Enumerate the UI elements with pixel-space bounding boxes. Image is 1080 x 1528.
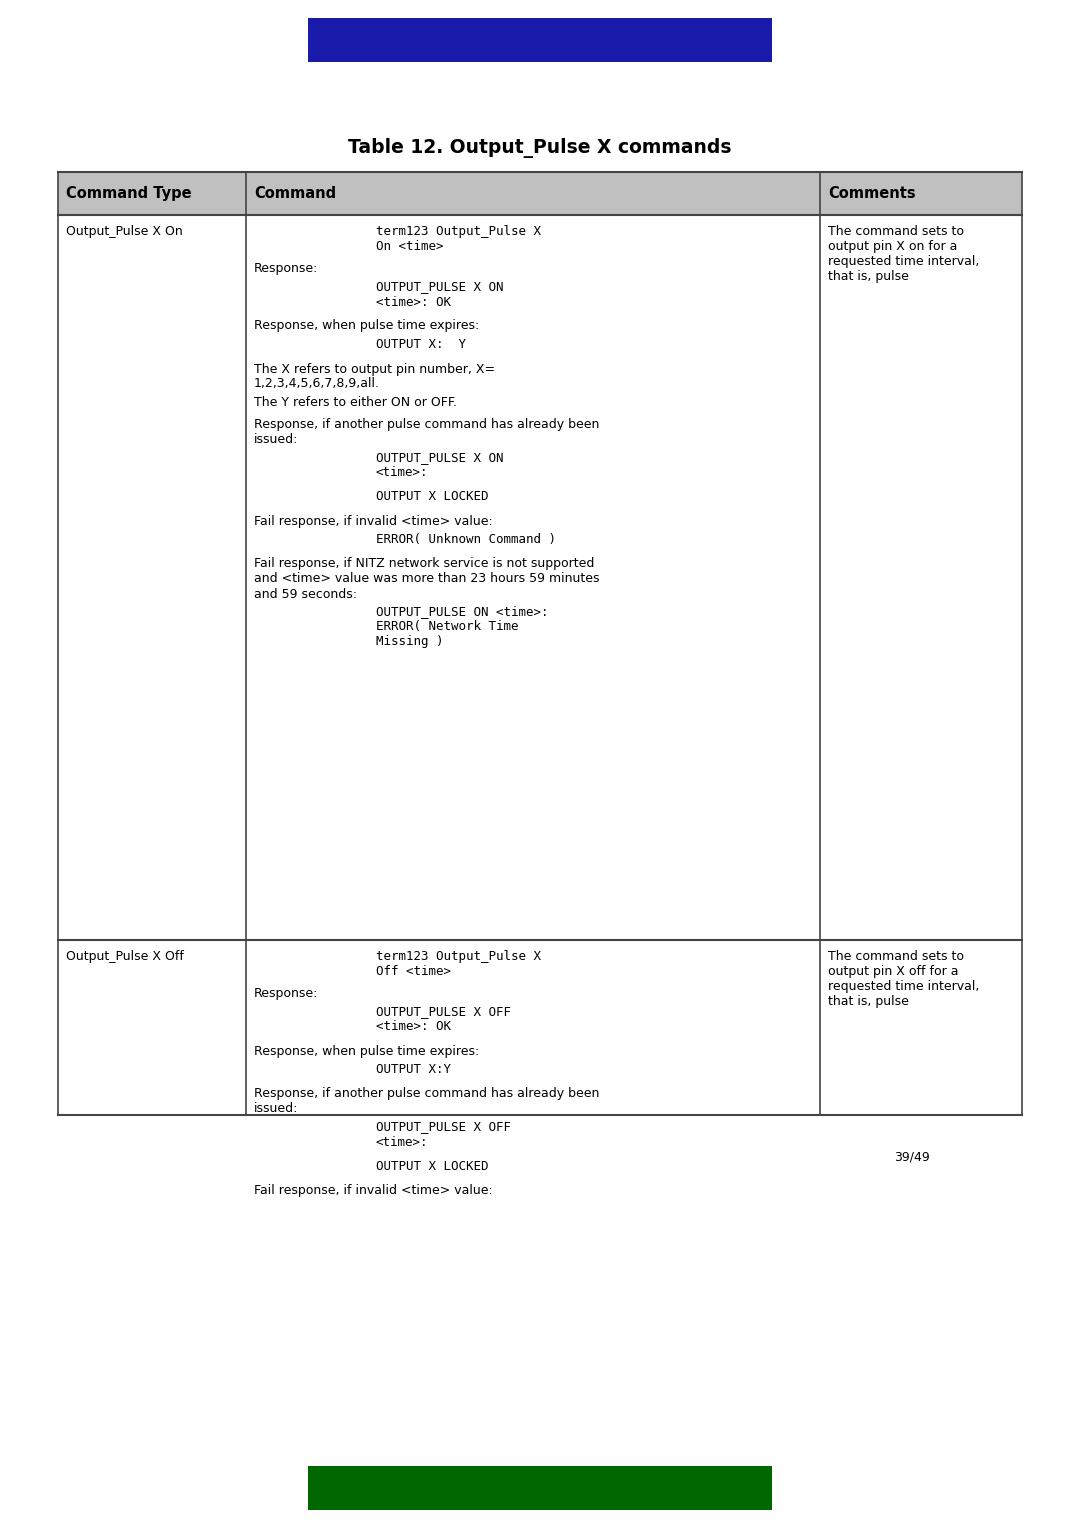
Text: 39/49: 39/49 <box>894 1151 930 1163</box>
Text: Table 12. Output_Pulse X commands: Table 12. Output_Pulse X commands <box>348 138 732 157</box>
Text: Output_Pulse X Off: Output_Pulse X Off <box>66 950 184 963</box>
Text: term123 Output_Pulse X
On <time>: term123 Output_Pulse X On <time> <box>376 225 541 254</box>
Text: Command: Command <box>254 186 336 202</box>
Text: The X refers to output pin number, X=
1,2,3,4,5,6,7,8,9,all.: The X refers to output pin number, X= 1,… <box>254 362 495 391</box>
Bar <box>308 18 772 63</box>
Text: Response, if another pulse command has already been
issued:: Response, if another pulse command has a… <box>254 419 599 446</box>
Text: Response, when pulse time expires:: Response, when pulse time expires: <box>254 1045 480 1057</box>
Text: OUTPUT X:Y: OUTPUT X:Y <box>376 1063 451 1076</box>
Text: The command sets to
output pin X on for a
requested time interval,
that is, puls: The command sets to output pin X on for … <box>828 225 980 283</box>
Text: Fail response, if invalid <time> value:: Fail response, if invalid <time> value: <box>254 1184 492 1196</box>
Text: Command Type: Command Type <box>66 186 191 202</box>
Bar <box>58 173 1022 215</box>
Text: OUTPUT_PULSE X OFF
<time>: OK: OUTPUT_PULSE X OFF <time>: OK <box>376 1005 511 1033</box>
Text: ERROR( Unknown Command ): ERROR( Unknown Command ) <box>376 533 556 545</box>
Text: Comments: Comments <box>828 186 916 202</box>
Text: Fail response, if NITZ network service is not supported
and <time> value was mor: Fail response, if NITZ network service i… <box>254 558 599 601</box>
Text: OUTPUT_PULSE X ON
<time>: OK: OUTPUT_PULSE X ON <time>: OK <box>376 281 503 309</box>
Text: Response, when pulse time expires:: Response, when pulse time expires: <box>254 319 480 333</box>
Text: Output_Pulse X On: Output_Pulse X On <box>66 225 183 238</box>
Bar <box>308 1465 772 1510</box>
Text: Response:: Response: <box>254 987 319 999</box>
Text: OUTPUT_PULSE ON <time>:
ERROR( Network Time
Missing ): OUTPUT_PULSE ON <time>: ERROR( Network T… <box>376 605 549 648</box>
Text: OUTPUT_PULSE X OFF
<time>:: OUTPUT_PULSE X OFF <time>: <box>376 1120 511 1149</box>
Text: term123 Output_Pulse X
Off <time>: term123 Output_Pulse X Off <time> <box>376 950 541 978</box>
Text: Response:: Response: <box>254 261 319 275</box>
Text: OUTPUT X LOCKED: OUTPUT X LOCKED <box>376 490 488 503</box>
Text: The Y refers to either ON or OFF.: The Y refers to either ON or OFF. <box>254 396 457 408</box>
Text: OUTPUT X LOCKED: OUTPUT X LOCKED <box>376 1160 488 1172</box>
Text: OUTPUT_PULSE X ON
<time>:: OUTPUT_PULSE X ON <time>: <box>376 451 503 478</box>
Text: OUTPUT X:  Y: OUTPUT X: Y <box>376 338 465 351</box>
Text: Response, if another pulse command has already been
issued:: Response, if another pulse command has a… <box>254 1088 599 1115</box>
Text: Fail response, if invalid <time> value:: Fail response, if invalid <time> value: <box>254 515 492 527</box>
Text: The command sets to
output pin X off for a
requested time interval,
that is, pul: The command sets to output pin X off for… <box>828 950 980 1008</box>
